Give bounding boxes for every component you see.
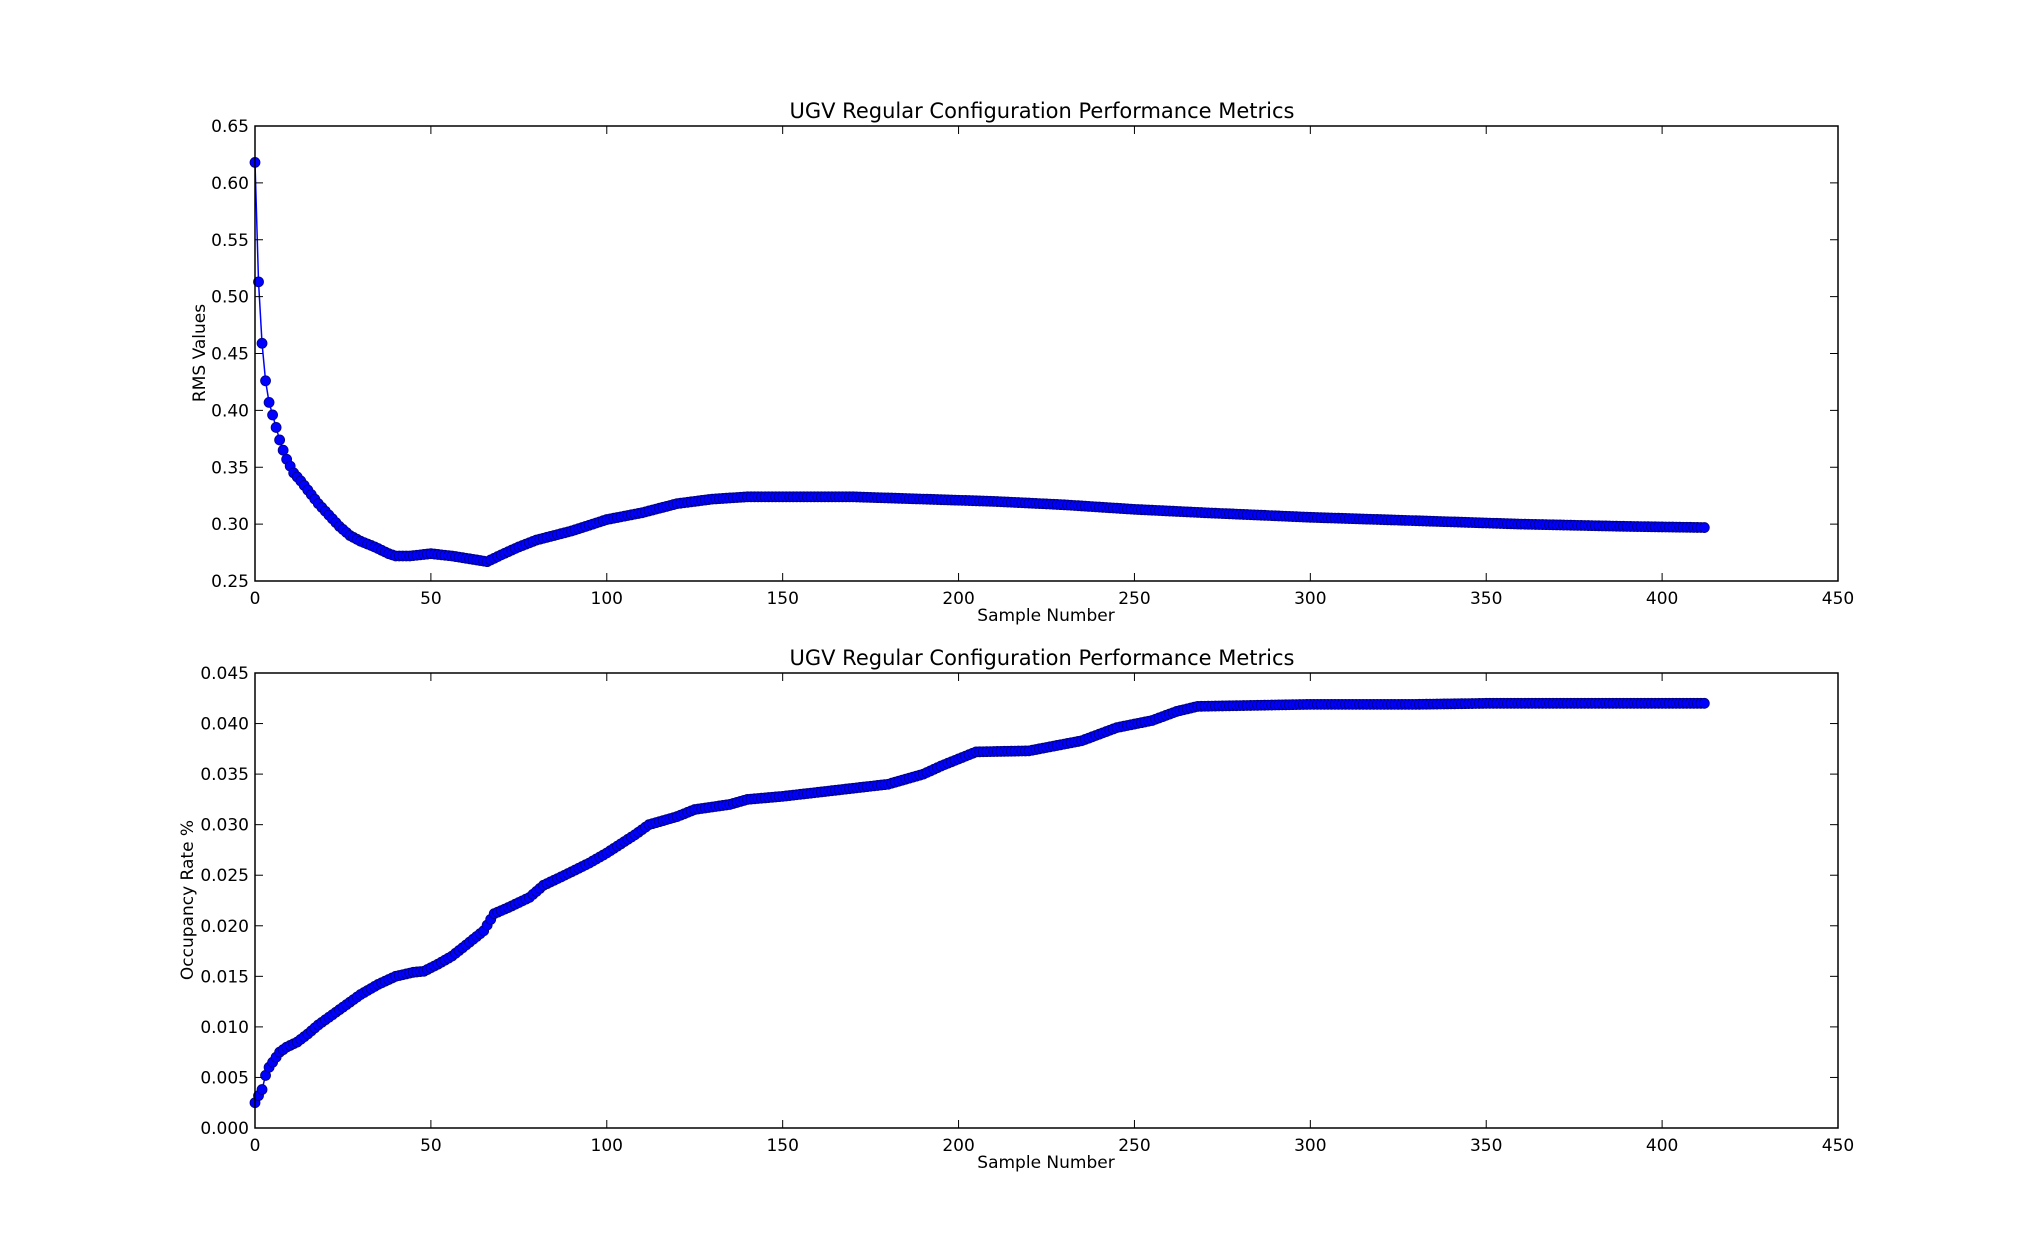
y-tick-label: 0.045 [200, 664, 249, 684]
data-point [277, 444, 289, 456]
y-tick-label: 0.010 [200, 1018, 249, 1038]
y-tick-label: 0.040 [200, 715, 249, 735]
x-tick-label: 0 [250, 1136, 261, 1156]
y-tick-label: 0.45 [211, 345, 249, 365]
y-tick-label: 0.000 [200, 1119, 249, 1139]
occupancy-series [249, 697, 1710, 1109]
y-axis-label: Occupancy Rate % [178, 820, 198, 980]
data-point [263, 397, 275, 408]
x-tick-label: 100 [591, 1136, 623, 1156]
y-tick-label: 0.65 [211, 117, 249, 137]
occupancy-chart: UGV Regular Configuration Performance Me… [178, 646, 1854, 1173]
axis-ticks: 0 50 100 150 200 250 300 350 400 450 0.000 0.005 0.0… [200, 664, 1854, 1156]
series-line [254, 702, 1705, 1104]
x-tick-label: 350 [1470, 589, 1502, 609]
x-tick-label: 400 [1646, 1136, 1678, 1156]
y-tick-label: 0.50 [211, 288, 249, 308]
data-point [256, 337, 268, 349]
x-tick-label: 450 [1822, 1136, 1854, 1156]
y-tick-label: 0.005 [200, 1068, 249, 1088]
y-tick-label: 0.40 [211, 401, 249, 421]
y-tick-label: 0.55 [211, 231, 249, 251]
rms-chart: UGV Regular Configuration Performance Me… [190, 99, 1854, 626]
chart-title: UGV Regular Configuration Performance Me… [790, 646, 1295, 670]
y-tick-label: 0.015 [200, 967, 249, 987]
x-axis-label: Sample Number [977, 606, 1114, 626]
x-tick-label: 250 [1118, 1136, 1150, 1156]
data-point [270, 422, 282, 433]
data-point [256, 1084, 268, 1095]
x-tick-label: 0 [250, 589, 261, 609]
y-tick-label: 0.035 [200, 765, 249, 785]
axis-ticks: 0 50 100 150 200 250 300 350 400 450 0.25 0.30 0.35 0… [211, 117, 1854, 609]
y-tick-label: 0.25 [211, 572, 249, 592]
data-point [274, 434, 286, 446]
x-tick-label: 350 [1470, 1136, 1502, 1156]
x-tick-label: 50 [420, 1136, 442, 1156]
data-point [260, 375, 271, 387]
x-tick-label: 400 [1646, 589, 1678, 609]
chart-title: UGV Regular Configuration Performance Me… [790, 99, 1295, 123]
x-tick-label: 300 [1294, 589, 1326, 609]
data-point [267, 409, 278, 421]
x-tick-label: 450 [1822, 589, 1854, 609]
x-tick-label: 300 [1294, 1136, 1326, 1156]
x-axis-label: Sample Number [977, 1153, 1114, 1173]
y-tick-label: 0.025 [200, 866, 249, 886]
y-tick-label: 0.60 [211, 174, 249, 194]
data-point [253, 276, 264, 288]
y-tick-label: 0.030 [200, 816, 249, 836]
plot-area [254, 672, 1839, 1129]
data-point [1698, 522, 1710, 533]
x-tick-label: 50 [420, 589, 442, 609]
plot-area [254, 125, 1839, 582]
rms-series [249, 156, 1710, 568]
x-tick-label: 250 [1118, 589, 1150, 609]
data-point [1698, 697, 1710, 709]
y-tick-label: 0.020 [200, 917, 249, 937]
x-tick-label: 150 [766, 589, 798, 609]
x-tick-label: 100 [591, 589, 623, 609]
y-axis-label: RMS Values [190, 304, 210, 402]
y-tick-label: 0.30 [211, 515, 249, 535]
y-tick-label: 0.35 [211, 458, 249, 478]
x-tick-label: 200 [942, 1136, 974, 1156]
x-tick-label: 150 [766, 1136, 798, 1156]
x-tick-label: 200 [942, 589, 974, 609]
